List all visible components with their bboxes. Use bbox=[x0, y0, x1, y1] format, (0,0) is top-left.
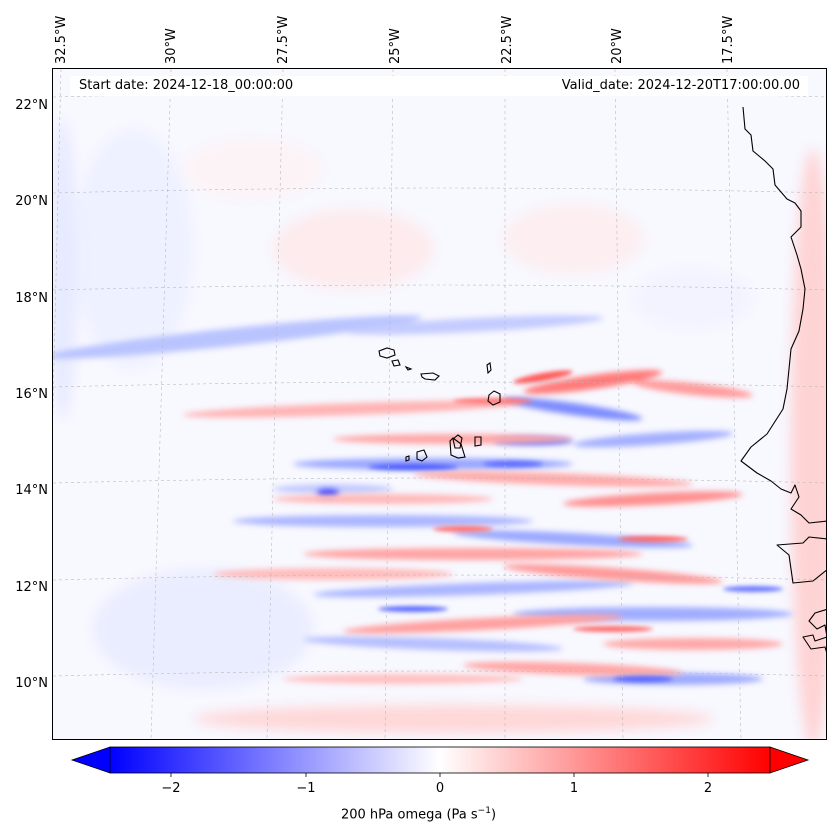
colorbar-label: 200 hPa omega (Pa s−1) bbox=[0, 806, 837, 822]
lat-label-18n: 18°N bbox=[15, 291, 48, 306]
lon-label-17-5w: 17.5°W bbox=[721, 15, 736, 64]
colorbar-extend-min bbox=[70, 746, 111, 774]
colorbar-tick-2: 2 bbox=[703, 781, 713, 796]
lon-label-30w: 30°W bbox=[164, 28, 179, 64]
wave-band-red bbox=[183, 370, 783, 684]
lat-label-12n: 12°N bbox=[15, 580, 48, 595]
start-date-label: Start date: 2024-12-18_00:00:00 bbox=[79, 78, 294, 93]
colorbar bbox=[70, 746, 810, 777]
cape-verde-islands bbox=[378, 347, 501, 462]
lat-label-14n: 14°N bbox=[15, 483, 48, 498]
lat-label-20n: 20°N bbox=[15, 194, 48, 209]
colorbar-extend-max bbox=[769, 746, 810, 774]
map-panel[interactable] bbox=[52, 68, 827, 740]
lon-label-25w: 25°W bbox=[388, 28, 403, 64]
colorbar-tick-1: 1 bbox=[569, 781, 579, 796]
colorbar-tick-minus1: −1 bbox=[296, 781, 316, 796]
colorbar-label-close: ) bbox=[490, 807, 497, 823]
lon-label-32-5w: 32.5°W bbox=[54, 15, 69, 64]
omega-field-map bbox=[53, 69, 826, 739]
africa-coastline bbox=[740, 106, 826, 653]
graticule bbox=[53, 69, 826, 739]
lat-label-10n: 10°N bbox=[15, 676, 48, 691]
colorbar-label-exponent: −1 bbox=[477, 806, 491, 816]
colorbar-label-text: 200 hPa omega (Pa s bbox=[340, 807, 478, 823]
lon-label-20w: 20°W bbox=[610, 28, 625, 64]
colorbar-tick-0: 0 bbox=[435, 781, 445, 796]
valid-date-label: Valid_date: 2024-12-20T17:00:00.00 bbox=[561, 78, 800, 93]
lon-label-22-5w: 22.5°W bbox=[500, 15, 515, 64]
lat-label-16n: 16°N bbox=[15, 387, 48, 402]
info-bar bbox=[70, 76, 808, 96]
colorbar-ticks bbox=[170, 773, 709, 777]
wave-band-highlights bbox=[368, 370, 783, 682]
lat-label-22n: 22°N bbox=[15, 98, 48, 113]
lon-label-27-5w: 27.5°W bbox=[276, 15, 291, 64]
colorbar-tick-minus2: −2 bbox=[161, 781, 181, 796]
colorbar-gradient bbox=[109, 746, 771, 774]
broad-anomalies bbox=[53, 119, 826, 739]
